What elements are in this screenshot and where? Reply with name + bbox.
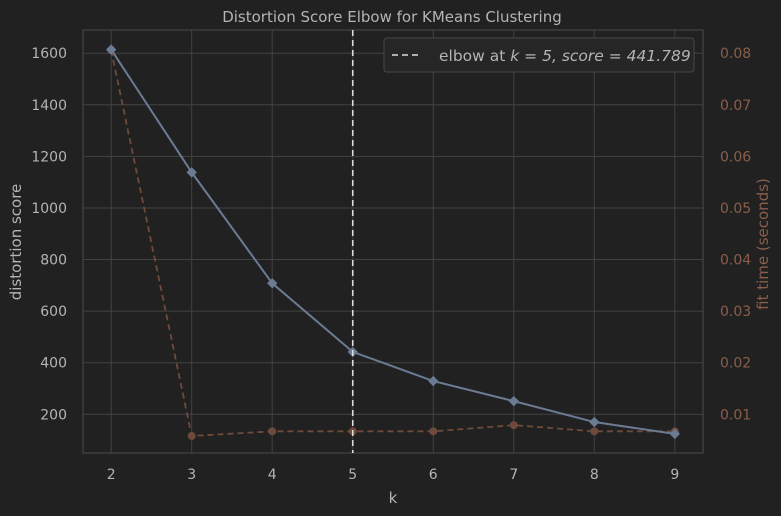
legend-elbow-prefix: elbow at — [439, 47, 510, 65]
fit-time-point — [429, 427, 438, 436]
x-tick-label: 7 — [509, 467, 518, 483]
x-tick-label: 6 — [429, 467, 438, 483]
fit-time-line — [110, 49, 675, 437]
distortion-point — [267, 278, 278, 289]
legend-elbow-label: elbow at k = 5, score = 441.789 — [439, 47, 691, 65]
x-tick-label: 4 — [268, 467, 277, 483]
y-tick-label: 400 — [40, 356, 67, 372]
distortion-point — [105, 44, 117, 55]
plot-frame — [82, 29, 704, 454]
y2-tick-label: 0.02 — [720, 356, 751, 372]
distortion-point — [186, 167, 197, 178]
y-tick-label: 200 — [40, 407, 67, 423]
distortion-point — [669, 428, 681, 440]
y-tick-label: 1600 — [31, 46, 67, 62]
fit-time-point — [268, 427, 277, 436]
chart-title: Distortion Score Elbow for KMeans Cluste… — [222, 8, 562, 26]
x-tick-label: 5 — [348, 467, 357, 483]
x-tick-label: 9 — [670, 467, 679, 483]
y2-tick-label: 0.01 — [720, 407, 751, 423]
y2-tick-labels: 0.01 0.02 0.03 0.04 0.05 0.06 0.07 0.08 — [720, 46, 751, 423]
grid — [83, 30, 703, 453]
y2-tick-label: 0.04 — [720, 253, 751, 269]
y-tick-label: 800 — [40, 253, 67, 269]
y-tick-label: 1000 — [31, 201, 67, 217]
x-tick-labels: 2 3 4 5 6 7 8 9 — [107, 467, 680, 483]
y2-tick-label: 0.08 — [720, 46, 751, 62]
fit-time-point — [187, 431, 196, 440]
legend-box — [383, 37, 695, 73]
y-axis-label: distortion score — [7, 184, 25, 301]
y-tick-label: 1400 — [31, 98, 67, 114]
y-tick-label: 1200 — [31, 149, 67, 165]
fit-time-point — [509, 421, 518, 430]
x-tick-label: 3 — [187, 467, 196, 483]
y2-tick-label: 0.03 — [720, 304, 751, 320]
y2-tick-label: 0.05 — [720, 201, 751, 217]
fit-time-point — [590, 427, 599, 436]
x-tick-label: 2 — [107, 467, 116, 483]
y2-axis-label: fit time (seconds) — [754, 178, 772, 310]
distortion-point — [508, 395, 519, 407]
y2-tick-label: 0.06 — [720, 149, 751, 165]
legend: elbow at k = 5, score = 441.789 — [383, 37, 695, 73]
legend-elbow-math: k = 5, score = 441.789 — [510, 47, 690, 65]
distortion-line — [110, 49, 675, 435]
distortion-point — [589, 416, 600, 428]
series-layer — [105, 44, 681, 440]
distortion-point — [428, 375, 439, 387]
y-tick-label: 600 — [40, 304, 67, 320]
x-axis-label: k — [389, 489, 398, 507]
x-tick-label: 8 — [590, 467, 599, 483]
y2-tick-label: 0.07 — [720, 98, 751, 114]
y-tick-labels: 200 400 600 800 1000 1200 1400 1600 — [31, 46, 67, 423]
